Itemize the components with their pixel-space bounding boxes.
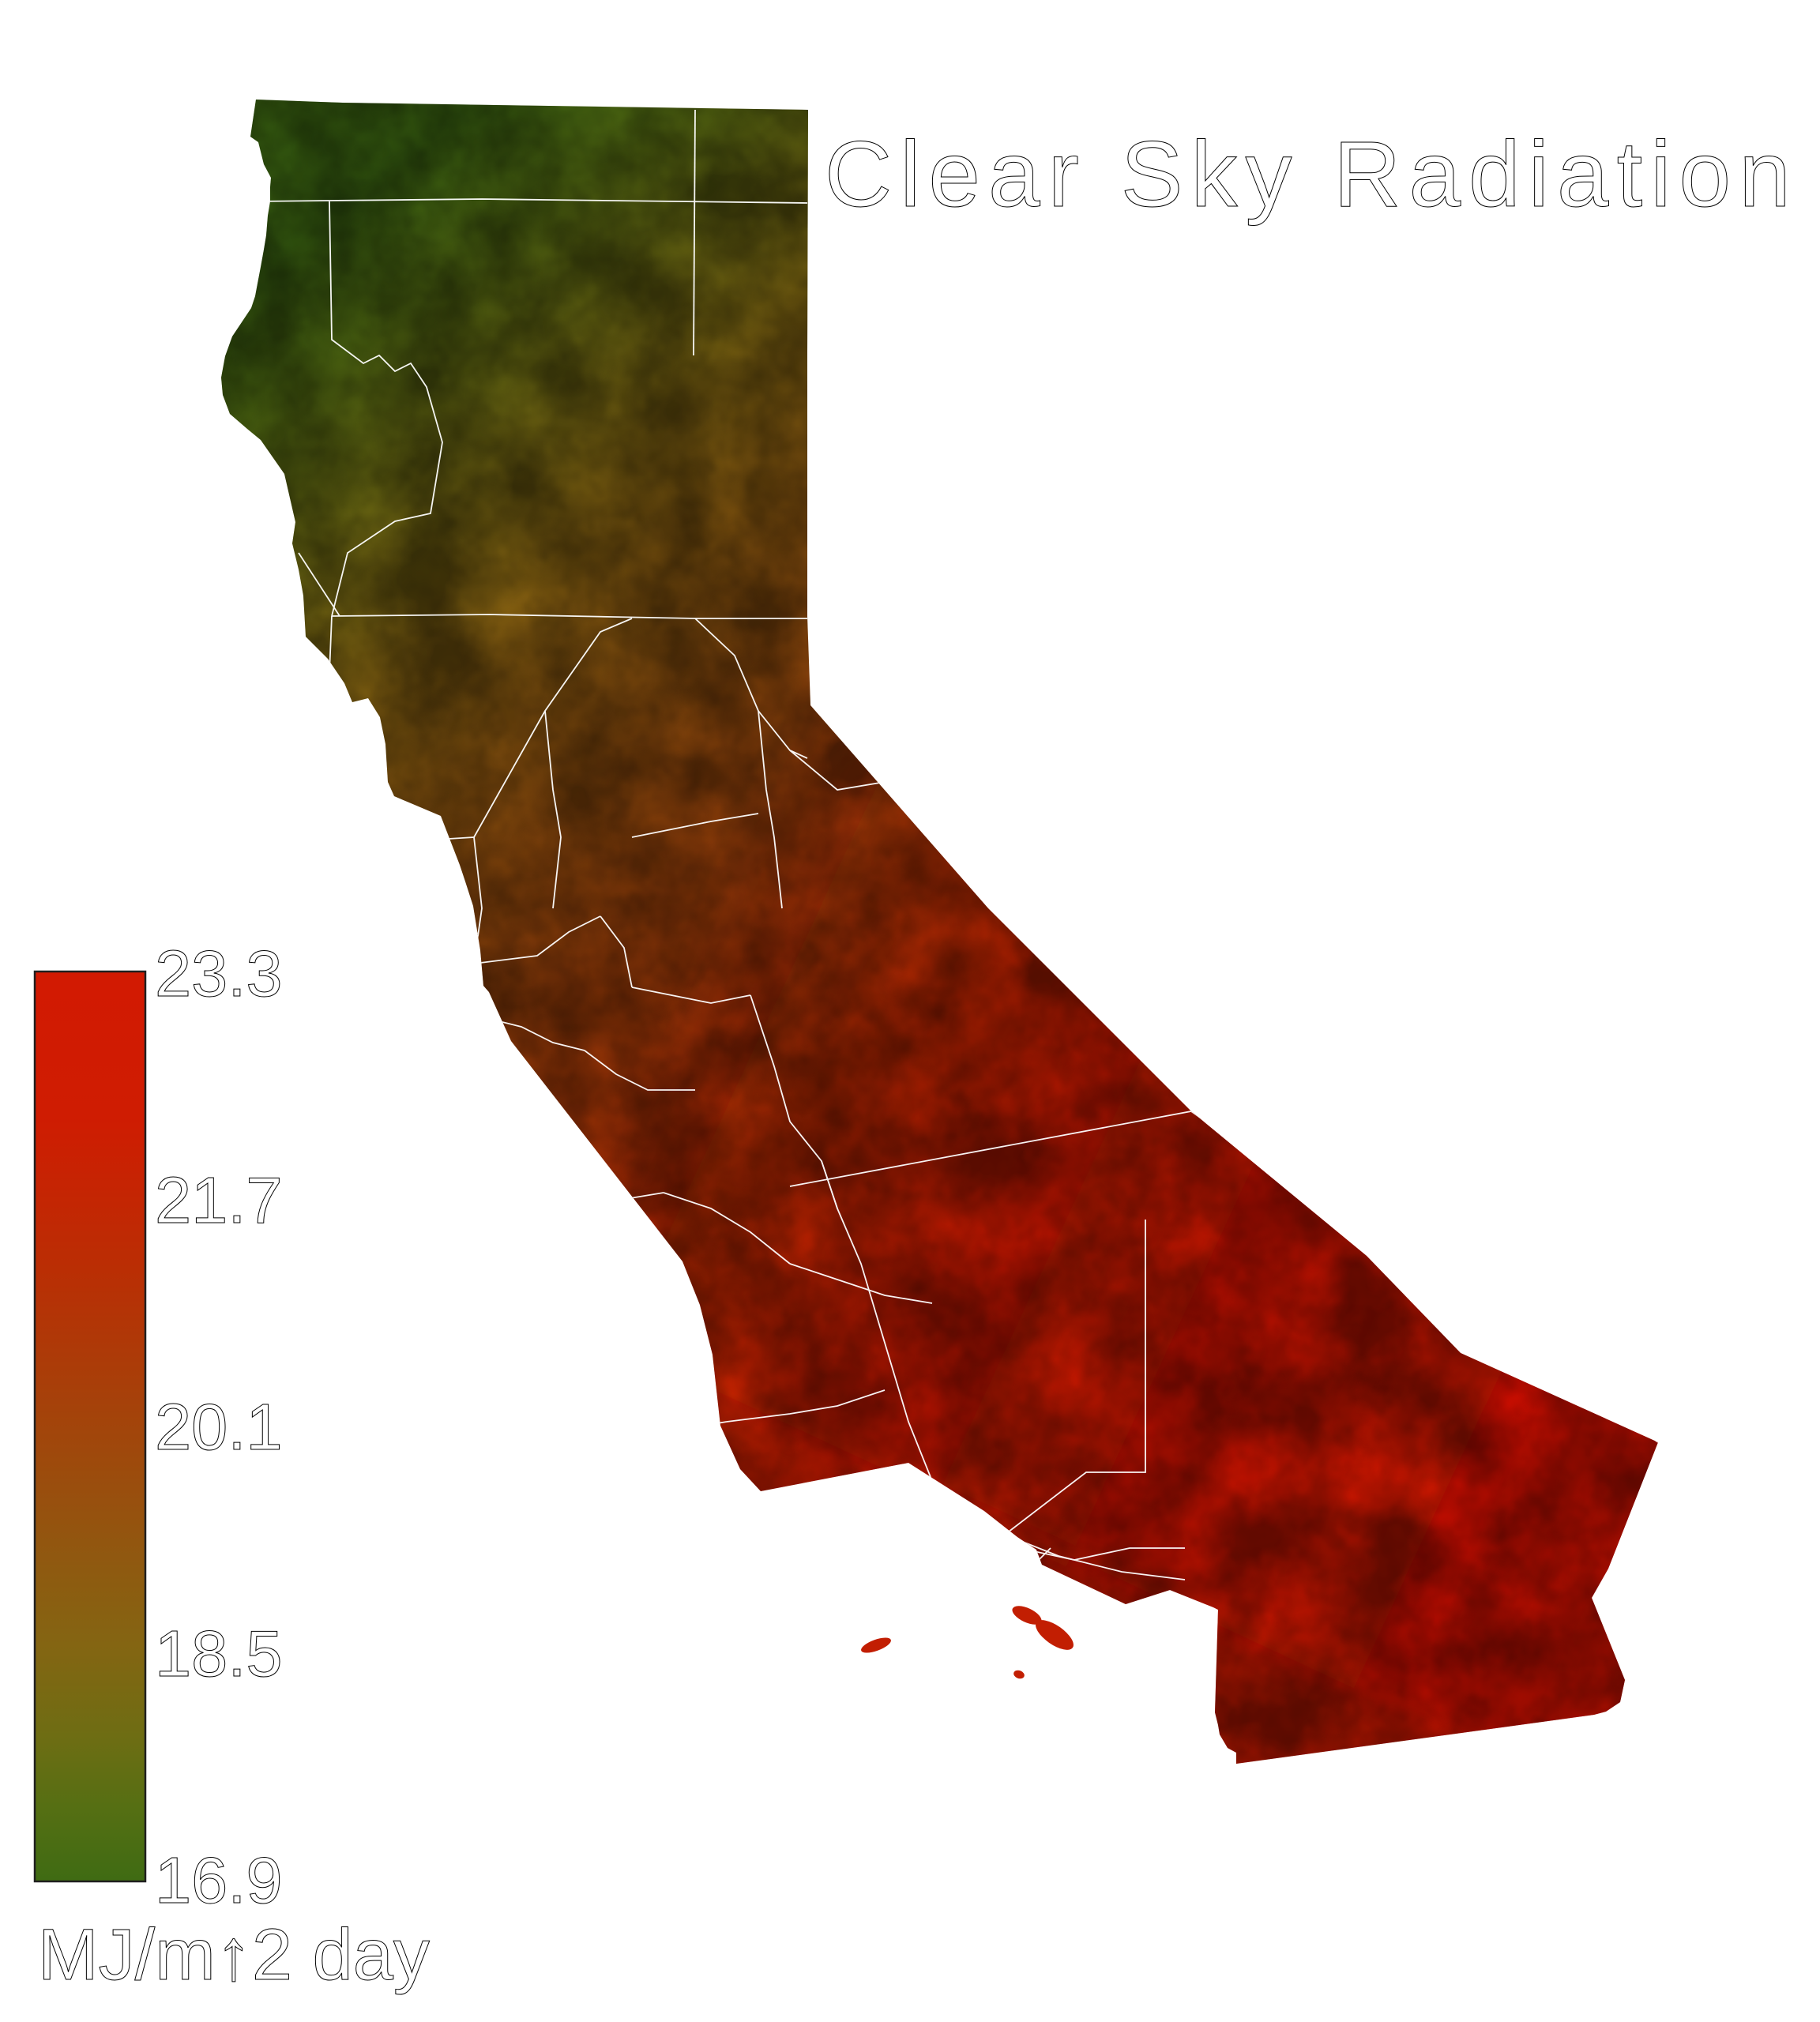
svg-text:21.7: 21.7	[155, 1163, 283, 1237]
svg-text:20.1: 20.1	[155, 1390, 283, 1464]
svg-text:23.3: 23.3	[155, 937, 283, 1010]
svg-text:MJ/m↑2 day: MJ/m↑2 day	[38, 1915, 430, 1995]
svg-text:Clear Sky Radiation: Clear Sky Radiation	[825, 122, 1799, 227]
svg-text:16.9: 16.9	[155, 1843, 283, 1917]
svg-text:18.5: 18.5	[155, 1617, 283, 1690]
